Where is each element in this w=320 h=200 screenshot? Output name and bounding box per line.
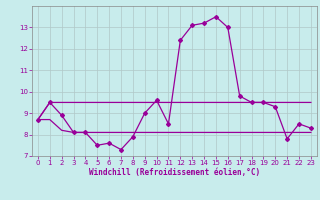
X-axis label: Windchill (Refroidissement éolien,°C): Windchill (Refroidissement éolien,°C) — [89, 168, 260, 177]
